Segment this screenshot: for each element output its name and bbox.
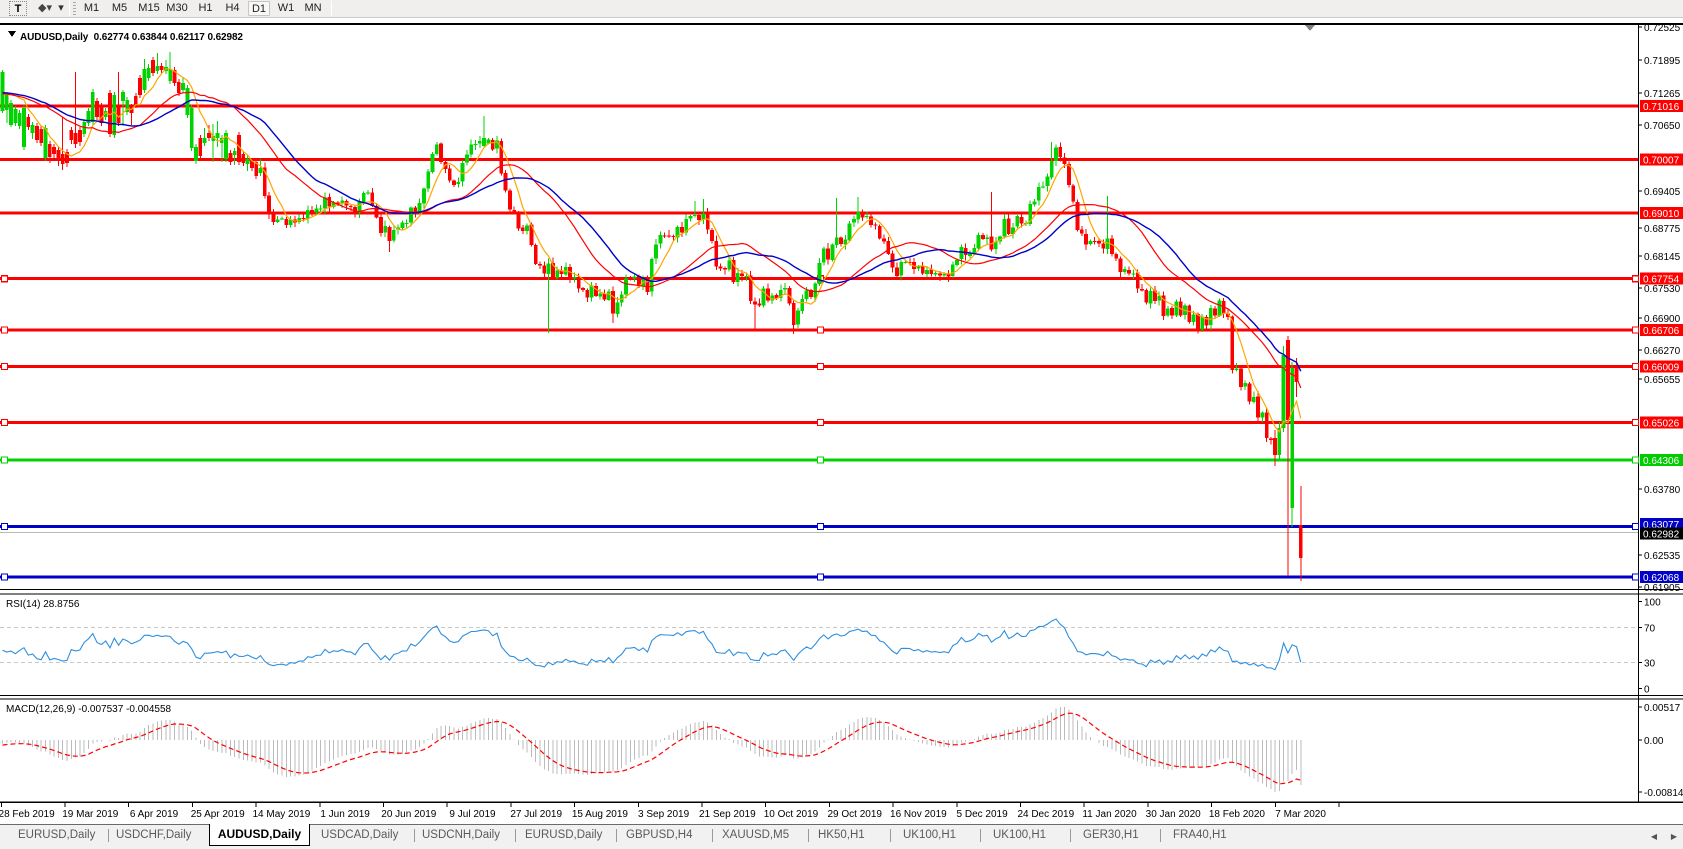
svg-text:0.66900: 0.66900 [1644,314,1681,325]
svg-text:0.70007: 0.70007 [1643,155,1680,166]
svg-text:0.66009: 0.66009 [1643,363,1680,374]
svg-text:19 Mar 2019: 19 Mar 2019 [62,809,119,820]
svg-text:29 Oct 2019: 29 Oct 2019 [827,809,882,820]
svg-text:0: 0 [1644,685,1650,696]
svg-text:0.68775: 0.68775 [1644,224,1681,235]
svg-text:0.67754: 0.67754 [1643,275,1680,286]
svg-text:14 May 2019: 14 May 2019 [252,809,310,820]
svg-text:30 Jan 2020: 30 Jan 2020 [1146,809,1201,820]
svg-text:0.64306: 0.64306 [1643,456,1680,467]
svg-text:0.00517: 0.00517 [1644,703,1681,714]
svg-text:7 Mar 2020: 7 Mar 2020 [1275,809,1326,820]
svg-text:20 Jun 2019: 20 Jun 2019 [381,809,436,820]
svg-text:24 Dec 2019: 24 Dec 2019 [1017,809,1074,820]
svg-text:9 Jul 2019: 9 Jul 2019 [449,809,496,820]
svg-text:18 Feb 2020: 18 Feb 2020 [1209,809,1266,820]
svg-text:100: 100 [1644,598,1661,609]
svg-text:0.61905: 0.61905 [1644,583,1681,594]
svg-text:0.71265: 0.71265 [1644,89,1681,100]
svg-text:0.72525: 0.72525 [1644,23,1681,34]
svg-text:5 Dec 2019: 5 Dec 2019 [957,809,1009,820]
svg-text:0.62982: 0.62982 [1643,530,1680,541]
svg-text:0.00: 0.00 [1644,736,1664,747]
svg-text:0.62068: 0.62068 [1643,573,1680,584]
svg-text:0.69405: 0.69405 [1644,187,1681,198]
svg-text:0.62535: 0.62535 [1644,551,1681,562]
svg-text:0.71895: 0.71895 [1644,56,1681,67]
svg-text:30: 30 [1644,658,1656,669]
svg-text:0.68145: 0.68145 [1644,252,1681,263]
svg-text:28 Feb 2019: 28 Feb 2019 [0,809,55,820]
svg-text:AUDUSD,Daily 0.62774 0.63844: AUDUSD,Daily 0.62774 0.63844 0.62117 0.6… [20,32,243,43]
svg-text:0.71016: 0.71016 [1643,102,1680,113]
svg-text:16 Nov 2019: 16 Nov 2019 [890,809,947,820]
svg-text:70: 70 [1644,624,1656,635]
svg-text:0.70650: 0.70650 [1644,121,1681,132]
svg-text:11 Jan 2020: 11 Jan 2020 [1082,809,1137,820]
svg-text:RSI(14) 28.8756: RSI(14) 28.8756 [6,599,80,610]
svg-text:0.69010: 0.69010 [1643,209,1680,220]
svg-text:0.66270: 0.66270 [1644,346,1681,357]
svg-text:0.65026: 0.65026 [1643,419,1680,430]
svg-text:0.67530: 0.67530 [1644,284,1681,295]
svg-text:27 Jul 2019: 27 Jul 2019 [510,809,562,820]
svg-text:3 Sep 2019: 3 Sep 2019 [638,809,690,820]
svg-text:15 Aug 2019: 15 Aug 2019 [572,809,629,820]
svg-text:0.63780: 0.63780 [1644,485,1681,496]
svg-text:10 Oct 2019: 10 Oct 2019 [764,809,819,820]
svg-text:1 Jun 2019: 1 Jun 2019 [320,809,370,820]
svg-text:25 Apr 2019: 25 Apr 2019 [191,809,245,820]
svg-text:0.66706: 0.66706 [1643,326,1680,337]
svg-text:0.65655: 0.65655 [1644,375,1681,386]
svg-text:0.63077: 0.63077 [1643,520,1680,531]
svg-text:MACD(12,26,9) -0.007537 -0.004: MACD(12,26,9) -0.007537 -0.004558 [6,704,172,715]
svg-text:21 Sep 2019: 21 Sep 2019 [699,809,756,820]
svg-text:6 Apr 2019: 6 Apr 2019 [130,809,179,820]
